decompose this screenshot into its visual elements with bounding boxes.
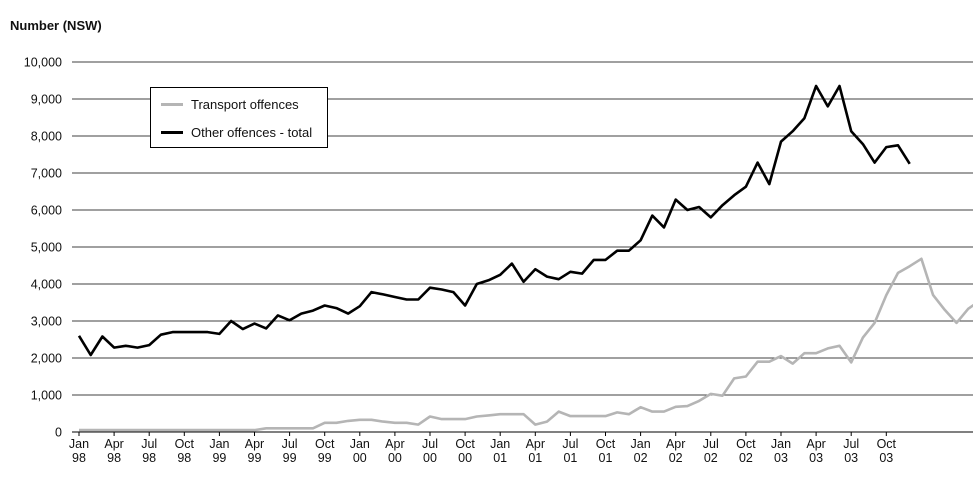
y-tick-label: 0 [55, 426, 62, 440]
y-tick-label: 8,000 [31, 130, 62, 144]
x-tick-label: Jul 99 [282, 437, 298, 465]
x-tick-label: Oct 99 [315, 437, 335, 465]
legend-label-transport: Transport offences [191, 96, 299, 112]
y-tick-label: 9,000 [31, 93, 62, 107]
legend-entry-other-offences: Other offences - total [161, 122, 312, 142]
legend-swatch-other [161, 130, 183, 134]
x-tick-label: Apr 01 [526, 437, 545, 465]
x-tick-label: Jan 01 [490, 437, 510, 465]
series-lines [77, 84, 973, 432]
y-tick-label: 10,000 [24, 56, 62, 70]
x-tick-label: Apr 00 [385, 437, 404, 465]
x-tick-label: Oct 02 [736, 437, 756, 465]
x-tick-label: Jul 02 [703, 437, 719, 465]
x-tick-label: Jul 00 [422, 437, 438, 465]
series-line-transport-offences [79, 257, 973, 432]
y-tick-label: 3,000 [31, 315, 62, 329]
x-tick-label: Oct 01 [596, 437, 616, 465]
y-tick-label: 7,000 [31, 167, 62, 181]
y-tick-label: 6,000 [31, 204, 62, 218]
x-tick-label: Jul 01 [562, 437, 578, 465]
y-tick-labels: 0 1,000 2,000 3,000 4,000 5,000 6,000 7,000 8,00… [24, 56, 62, 440]
legend-swatch-transport [161, 102, 183, 106]
legend-entry-transport-offences: Transport offences [161, 94, 299, 114]
y-tick-label: 1,000 [31, 389, 62, 403]
x-tick-label: Oct 00 [455, 437, 475, 465]
x-tick-label: Jan 98 [69, 437, 89, 465]
x-tick-label: Apr 98 [104, 437, 123, 465]
legend: Transport offences Other offences - tota… [150, 87, 328, 148]
x-tick-label: Apr 99 [245, 437, 264, 465]
x-tick-labels: Jan 98 Apr 98 Jul 98 Oct 98 Jan 99 Apr 99 Jul 99 Oct 99… [69, 432, 897, 465]
x-tick-label: Apr 03 [806, 437, 825, 465]
legend-label-other: Other offences - total [191, 124, 313, 140]
x-tick-label: Jul 98 [141, 437, 157, 465]
x-tick-label: Oct 98 [175, 437, 195, 465]
x-tick-label: Apr 02 [666, 437, 685, 465]
x-tick-label: Jul 03 [843, 437, 859, 465]
x-tick-label: Jan 02 [631, 437, 651, 465]
y-axis-label: Number (NSW) [10, 18, 102, 33]
x-tick-label: Oct 03 [877, 437, 897, 465]
x-tick-label: Jan 03 [771, 437, 791, 465]
y-tick-label: 4,000 [31, 278, 62, 292]
series-line-other-offences [77, 84, 911, 357]
y-tick-label: 5,000 [31, 241, 62, 255]
x-tick-label: Jan 99 [209, 437, 229, 465]
y-tick-label: 2,000 [31, 352, 62, 366]
x-tick-label: Jan 00 [350, 437, 370, 465]
